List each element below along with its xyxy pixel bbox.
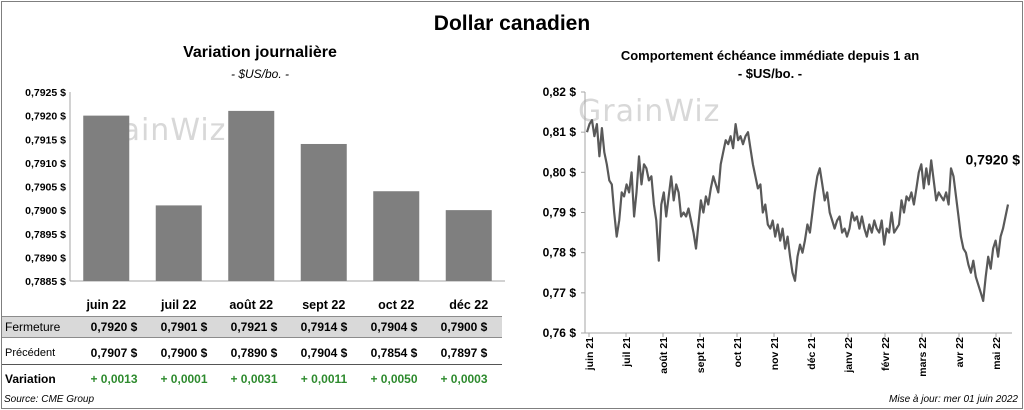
bar — [228, 110, 275, 282]
y-tick-label: 0,7905 $ — [25, 182, 66, 194]
watermark-logo: GrainWiz — [578, 94, 721, 129]
table-cell: + 0,0003 — [440, 372, 488, 386]
bar — [373, 191, 420, 281]
table-cell: 0,7890 $ — [230, 345, 278, 360]
table-cell: 0,7921 $ — [230, 320, 278, 334]
table-cell: 0,7920 $ — [90, 320, 138, 334]
table-cell: 0,7907 $ — [90, 345, 138, 360]
table-cell: 0,7900 $ — [160, 345, 208, 360]
y-tick-label: 0,7915 $ — [25, 134, 66, 146]
bar — [155, 205, 202, 281]
update-date: Mise à jour: mer 01 juin 2022 — [889, 394, 1018, 405]
table-row-variation: Variation + 0,0013 + 0,0001 + 0,0031 + 0… — [2, 368, 502, 390]
bar-chart-unit: - $US/bo. - — [230, 67, 290, 81]
table-cell: 0,7904 $ — [370, 320, 418, 334]
x-tick-label: juin 22 — [85, 298, 126, 312]
line-chart-unit: - $US/bo. - — [737, 66, 803, 81]
y-tick-label: 0,7885 $ — [25, 276, 66, 288]
x-tick-label: oct 22 — [378, 298, 414, 312]
table-cell: 0,7900 $ — [440, 320, 488, 334]
table-cell: 0,7914 $ — [300, 320, 348, 334]
table-cell: 0,7854 $ — [370, 345, 418, 360]
x-tick-label: sept 22 — [302, 298, 345, 312]
y-tick-label: 0,7900 $ — [25, 205, 66, 217]
table-cell: + 0,0050 — [370, 372, 418, 386]
y-tick-label: 0,7925 $ — [25, 87, 66, 99]
y-tick-label: 0,7920 $ — [25, 111, 66, 123]
y-tick-label: 0,7890 $ — [25, 252, 66, 264]
page-title: Dollar canadien — [433, 12, 591, 35]
table-cell: + 0,0001 — [160, 372, 208, 386]
line-chart-title: Comportement échéance immédiate depuis 1… — [620, 48, 920, 63]
row-label: Fermeture — [5, 320, 61, 334]
bar-chart: 0,7885 $ 0,7890 $ 0,7895 $ 0,7900 $ 0,7905 $… — [25, 87, 505, 312]
table-cell: 0,7901 $ — [160, 320, 208, 334]
x-tick-label: juil 22 — [160, 298, 196, 312]
table-cell: 0,7897 $ — [440, 345, 488, 360]
y-tick-label: 0,7910 $ — [25, 158, 66, 170]
row-label: Variation — [5, 372, 56, 386]
bar — [445, 210, 492, 281]
table-cell: + 0,0013 — [90, 372, 138, 386]
table-cell: 0,7904 $ — [300, 345, 348, 360]
x-tick-label: déc 22 — [449, 298, 488, 312]
table-cell: + 0,0031 — [230, 372, 278, 386]
bar — [300, 143, 347, 281]
x-tick-label: août 22 — [229, 298, 273, 312]
bar-chart-title: Variation journalière — [183, 44, 337, 61]
table-row-precedent: Précédent 0,7907 $ 0,7900 $ 0,7890 $ 0,7… — [2, 341, 502, 365]
table-cell: + 0,0011 — [300, 372, 348, 386]
y-tick-label: 0,7895 $ — [25, 229, 66, 241]
source-note: Source: CME Group — [4, 394, 95, 405]
bar — [83, 115, 130, 281]
row-label: Précédent — [5, 346, 56, 359]
table-row-fermeture: Fermeture 0,7920 $ 0,7901 $ 0,7921 $ 0,7… — [2, 316, 502, 338]
